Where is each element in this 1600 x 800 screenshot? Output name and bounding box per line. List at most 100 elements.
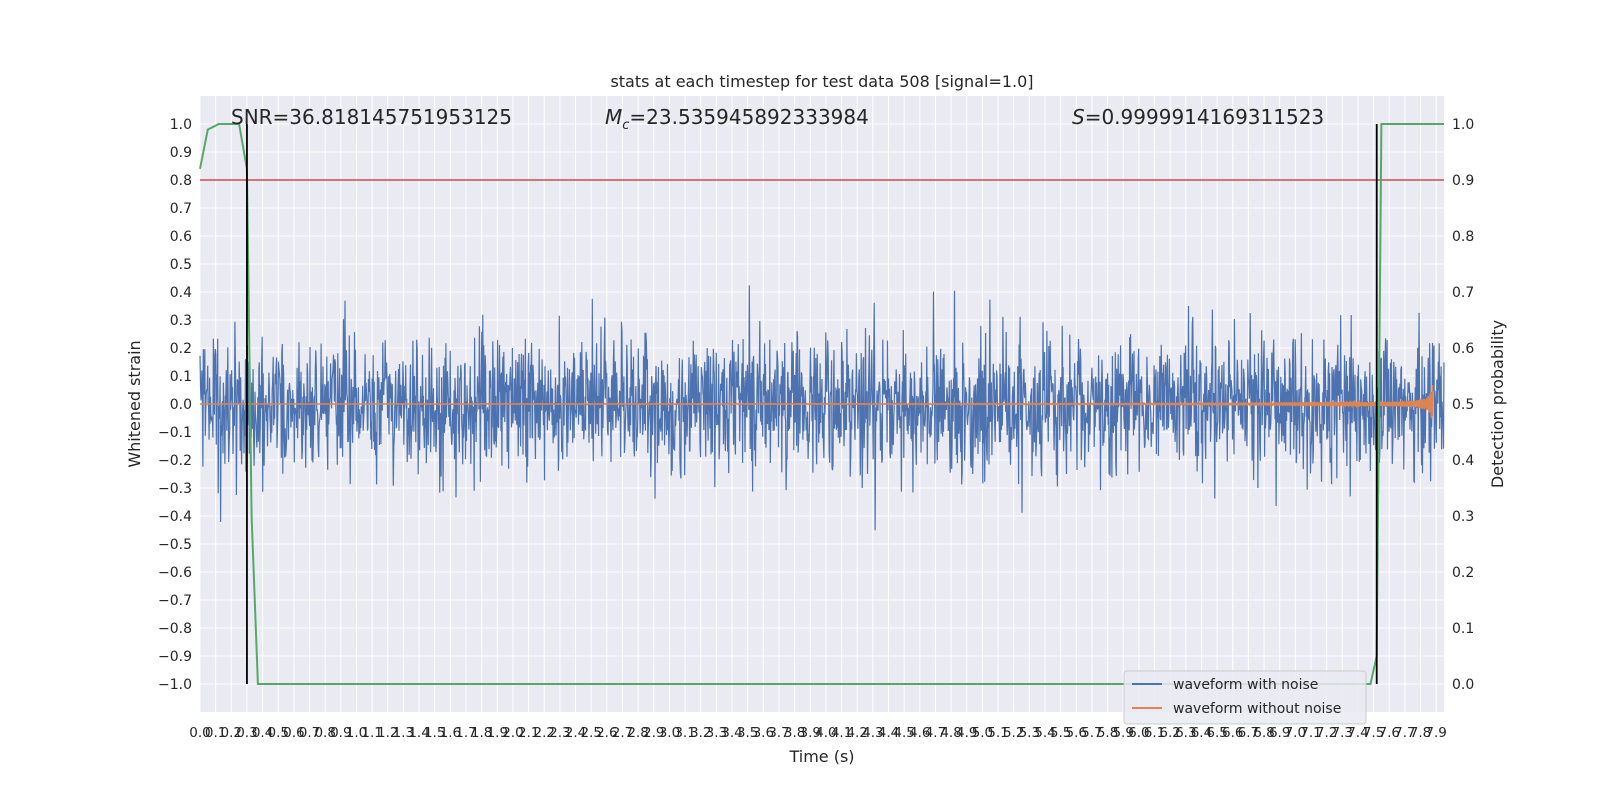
- legend: waveform with noise waveform without noi…: [1123, 670, 1367, 725]
- chart-title: stats at each timestep for test data 508…: [610, 72, 1033, 91]
- x-tick-label: 1.3: [393, 725, 414, 741]
- y-right-tick-label: 0.8: [1452, 229, 1474, 245]
- x-tick-label: 0.1: [205, 725, 226, 741]
- y-right-tick-label: 0.1: [1452, 621, 1474, 637]
- x-tick-label: 7.2: [1316, 725, 1337, 741]
- x-tick-label: 7.5: [1363, 725, 1384, 741]
- x-tick-label: 6.2: [1159, 725, 1180, 741]
- x-tick-label: 3.3: [706, 725, 727, 741]
- y-tick-label: −0.5: [158, 537, 192, 553]
- x-tick-label: 3.1: [674, 725, 695, 741]
- x-tick-label: 6.1: [1144, 725, 1165, 741]
- y-right-tick-label: 0.4: [1452, 453, 1474, 469]
- x-tick-label: 3.7: [768, 725, 789, 741]
- x-tick-label: 3.5: [737, 725, 758, 741]
- y-tick-label: 0.8: [170, 173, 192, 189]
- x-tick-label: 1.9: [487, 725, 508, 741]
- y-tick-label: −0.6: [158, 565, 192, 581]
- y-right-tick-label: 0.5: [1452, 397, 1474, 413]
- y-tick-label: −0.7: [158, 593, 192, 609]
- x-tick-label: 1.5: [424, 725, 445, 741]
- x-tick-label: 7.3: [1332, 725, 1353, 741]
- y-tick-label: −1.0: [158, 677, 192, 693]
- x-tick-label: 0.3: [236, 725, 257, 741]
- snr-annotation: SNR=36.818145751953125: [231, 105, 512, 129]
- x-tick-label: 3.9: [800, 725, 821, 741]
- x-tick-label: 2.7: [612, 725, 633, 741]
- x-tick-label: 4.4: [878, 725, 899, 741]
- y-right-tick-label: 0.6: [1452, 341, 1474, 357]
- x-tick-label: 6.8: [1253, 725, 1274, 741]
- x-tick-label: 6.4: [1191, 725, 1212, 741]
- x-tick-label: 6.5: [1206, 725, 1227, 741]
- y-right-tick-label: 0.9: [1452, 173, 1474, 189]
- x-tick-label: 5.3: [1019, 725, 1040, 741]
- x-tick-label: 6.6: [1222, 725, 1243, 741]
- x-tick-label: 1.1: [361, 725, 382, 741]
- y-tick-label: 0.1: [170, 369, 192, 385]
- x-tick-label: 5.6: [1066, 725, 1087, 741]
- x-tick-label: 7.0: [1285, 725, 1306, 741]
- x-tick-label: 2.9: [643, 725, 664, 741]
- x-tick-label: 5.2: [1003, 725, 1024, 741]
- x-tick-label: 4.0: [815, 725, 836, 741]
- x-tick-label: 1.4: [408, 725, 429, 741]
- x-tick-label: 4.9: [956, 725, 977, 741]
- x-tick-label: 4.8: [940, 725, 961, 741]
- y-tick-label: −0.8: [158, 621, 192, 637]
- x-tick-label: 5.0: [972, 725, 993, 741]
- y-tick-label: 0.3: [170, 313, 192, 329]
- y-tick-label: 0.7: [170, 201, 192, 217]
- x-tick-label: 0.9: [330, 725, 351, 741]
- y-tick-label: 0.0: [170, 397, 192, 413]
- y-tick-label: −0.2: [158, 453, 192, 469]
- x-tick-label: 7.4: [1347, 725, 1368, 741]
- y-tick-label: −0.4: [158, 509, 192, 525]
- x-tick-label: 6.7: [1238, 725, 1259, 741]
- x-tick-label: 2.6: [596, 725, 617, 741]
- x-tick-label: 7.9: [1425, 725, 1446, 741]
- x-tick-label: 2.4: [565, 725, 586, 741]
- x-tick-label: 5.8: [1097, 725, 1118, 741]
- x-tick-label: 4.2: [846, 725, 867, 741]
- y-axis-label: Whitened strain: [125, 340, 144, 467]
- x-tick-label: 6.3: [1175, 725, 1196, 741]
- x-tick-label: 5.7: [1081, 725, 1102, 741]
- x-tick-label: 7.1: [1300, 725, 1321, 741]
- series-waveform-without-noise: [200, 385, 1434, 419]
- y-right-tick-label: 0.2: [1452, 565, 1474, 581]
- legend-label-clean: waveform without noise: [1173, 701, 1341, 717]
- x-tick-label: 1.8: [471, 725, 492, 741]
- s-annotation: S=0.9999914169311523: [1072, 105, 1324, 129]
- x-tick-label: 6.9: [1269, 725, 1290, 741]
- y-tick-label: 0.2: [170, 341, 192, 357]
- y-right-tick-label: 1.0: [1452, 117, 1474, 133]
- x-tick-label: 2.8: [627, 725, 648, 741]
- x-tick-label: 4.6: [909, 725, 930, 741]
- x-tick-label: 0.2: [221, 725, 242, 741]
- x-tick-label: 0.6: [283, 725, 304, 741]
- x-tick-label: 2.5: [580, 725, 601, 741]
- y-tick-label: 1.0: [170, 117, 192, 133]
- y-tick-label: 0.6: [170, 229, 192, 245]
- legend-label-noise: waveform with noise: [1173, 677, 1318, 693]
- series-layer: [199, 285, 1445, 531]
- y-tick-label: 0.4: [170, 285, 192, 301]
- y-tick-label: 0.5: [170, 257, 192, 273]
- x-axis: 0.00.10.20.30.40.50.60.70.80.91.01.11.21…: [189, 725, 1447, 741]
- x-tick-label: 1.2: [377, 725, 398, 741]
- overlay-layer: [199, 123, 1444, 685]
- legend-box: [1123, 670, 1367, 725]
- x-tick-label: 4.3: [862, 725, 883, 741]
- x-tick-label: 6.0: [1128, 725, 1149, 741]
- x-tick-label: 3.0: [659, 725, 680, 741]
- y-tick-label: −0.9: [158, 649, 192, 665]
- x-tick-label: 3.2: [690, 725, 711, 741]
- x-tick-label: 5.9: [1112, 725, 1133, 741]
- x-tick-label: 4.1: [831, 725, 852, 741]
- x-tick-label: 3.4: [721, 725, 742, 741]
- x-tick-label: 1.6: [440, 725, 461, 741]
- y-right-tick-label: 0.0: [1452, 677, 1474, 693]
- x-tick-label: 3.8: [784, 725, 805, 741]
